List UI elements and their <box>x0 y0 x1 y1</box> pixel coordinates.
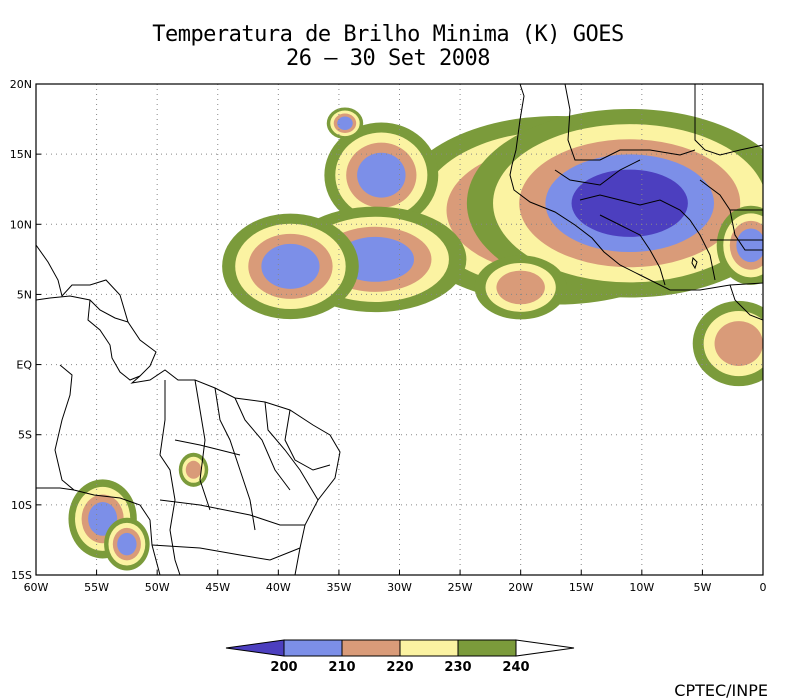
x-tick-label: 25W <box>448 581 473 594</box>
y-tick-label: 15S <box>11 569 32 582</box>
country-border <box>554 159 641 186</box>
y-tick-label: EQ <box>16 359 32 372</box>
cloud-layer-200_210 <box>117 532 137 556</box>
cloud-layer-200_210 <box>736 228 763 263</box>
cloud-region <box>716 205 763 285</box>
credit-label: CPTEC/INPE <box>674 681 768 700</box>
coastlines <box>36 84 763 575</box>
legend-label: 200 <box>270 660 297 675</box>
cloud-layer-210_220 <box>496 270 545 305</box>
x-tick-label: 40W <box>266 581 291 594</box>
country-border <box>564 84 696 161</box>
cloud-layer-200_210 <box>357 152 406 198</box>
x-tick-label: 50W <box>145 581 170 594</box>
x-tick-label: 45W <box>205 581 230 594</box>
cloud-region <box>324 122 439 228</box>
state-border <box>214 387 256 531</box>
state-border <box>159 499 305 526</box>
south-america-coastline <box>36 244 341 575</box>
cloud-layer-200_210 <box>261 243 320 289</box>
state-border <box>151 544 301 561</box>
africa-coastline <box>509 84 763 291</box>
x-tick-label: 55W <box>84 581 109 594</box>
state-border <box>159 380 181 575</box>
temperature-legend: 200 210 220 230 240 <box>225 639 575 675</box>
legend-label: 240 <box>502 660 529 675</box>
country-border <box>729 209 763 251</box>
y-tick-label: 15N <box>10 148 32 161</box>
map-title: Temperatura de Brilho Minima (K) GOES <box>152 22 624 47</box>
state-border <box>284 409 331 471</box>
x-tick-label: 60W <box>24 581 49 594</box>
x-axis-ticks: 60W 55W 50W 45W 40W 35W 30W 25W 20W 15W 10W 5W 0 <box>24 570 767 594</box>
legend-arrow-low <box>225 639 285 657</box>
country-border <box>87 299 141 381</box>
x-tick-label: 20W <box>508 581 533 594</box>
legend-arrow-high <box>515 639 575 657</box>
y-tick-label: 5N <box>17 288 32 301</box>
lake-outline <box>691 256 698 270</box>
x-tick-label: 15W <box>569 581 594 594</box>
cloud-region <box>222 213 359 320</box>
y-tick-label: 10N <box>10 218 32 231</box>
state-border <box>194 379 211 511</box>
map-subtitle: 26 – 30 Set 2008 <box>286 46 490 71</box>
x-tick-label: 35W <box>326 581 351 594</box>
cloud-region <box>326 107 364 140</box>
x-tick-label: 30W <box>387 581 412 594</box>
cloud-region <box>692 300 763 387</box>
country-border <box>699 179 763 211</box>
state-border <box>174 439 241 456</box>
cloud-region <box>178 452 209 487</box>
state-border <box>234 397 291 491</box>
legend-segment-220_230 <box>399 639 459 657</box>
cloud-region <box>104 517 150 571</box>
cloud-layer-210_220 <box>714 321 763 366</box>
y-tick-label: 10S <box>11 499 32 512</box>
country-border <box>579 194 691 221</box>
legend-segment-230_240 <box>457 639 517 657</box>
country-border <box>599 214 666 286</box>
country-border <box>36 487 75 491</box>
cloud-region <box>474 255 567 320</box>
cloud-region <box>466 108 763 298</box>
cloud-layer-below_200 <box>571 169 688 237</box>
cloud-layer-200_210 <box>337 116 353 131</box>
y-tick-label: 5S <box>18 429 32 442</box>
y-axis-ticks: 20N 15N 10N 5N EQ 5S 10S 15S <box>10 78 41 582</box>
legend-label: 210 <box>328 660 355 675</box>
legend-label: 220 <box>386 660 413 675</box>
country-border <box>694 84 763 156</box>
x-tick-label: 0 <box>760 581 767 594</box>
cloud-layer-210_220 <box>185 460 202 479</box>
legend-label: 230 <box>444 660 471 675</box>
cloud-regions <box>68 107 763 571</box>
legend-segment-210_220 <box>341 639 401 657</box>
y-tick-label: 20N <box>10 78 32 91</box>
x-tick-label: 5W <box>693 581 711 594</box>
country-border <box>689 219 716 281</box>
state-border <box>264 401 319 501</box>
x-tick-label: 10W <box>629 581 654 594</box>
country-border <box>729 284 763 321</box>
legend-segment-200_210 <box>283 639 343 657</box>
lat-lon-grid <box>36 84 763 575</box>
country-border <box>36 295 129 323</box>
